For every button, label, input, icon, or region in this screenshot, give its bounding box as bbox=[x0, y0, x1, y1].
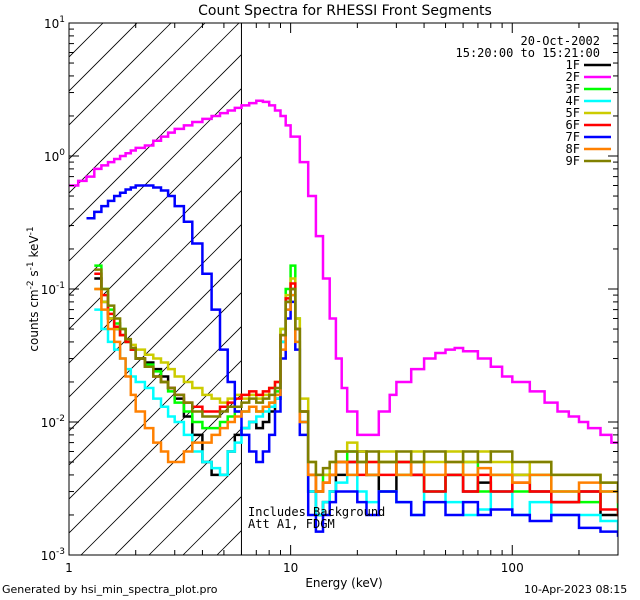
annotation-attenuator: Att A1, FDGM bbox=[248, 517, 335, 531]
footer-timestamp: 10-Apr-2023 08:15 bbox=[524, 583, 628, 596]
legend-label-1F: 1F bbox=[566, 58, 580, 72]
axis-ticks bbox=[68, 23, 619, 556]
legend-label-9F: 9F bbox=[566, 154, 580, 168]
time-range-label: 15:20:00 to 15:21:00 bbox=[456, 46, 601, 60]
y-axis-label: counts cm-2 s-1 keV-1 bbox=[26, 226, 41, 351]
series-line-2F bbox=[69, 99, 618, 444]
series-group bbox=[69, 99, 618, 537]
y-tick-label: 10-2 bbox=[41, 414, 65, 430]
series-line-9F bbox=[94, 268, 618, 493]
x-tick-labels: 1 10 100 bbox=[65, 561, 524, 575]
x-tick-label: 100 bbox=[501, 561, 524, 575]
annotation-background: Includes Background bbox=[248, 505, 385, 519]
legend-label-2F: 2F bbox=[566, 70, 580, 84]
y-tick-label: 101 bbox=[44, 15, 65, 31]
legend-label-7F: 7F bbox=[566, 130, 580, 144]
chart-title: Count Spectra for RHESSI Front Segments bbox=[198, 3, 492, 19]
legend-label-6F: 6F bbox=[566, 118, 580, 132]
legend-label-8F: 8F bbox=[566, 142, 580, 156]
series-line-7F bbox=[86, 184, 618, 537]
x-tick-label: 1 bbox=[65, 561, 73, 575]
x-axis-label: Energy (keV) bbox=[305, 576, 382, 590]
footer-generator: Generated by hsi_min_spectra_plot.pro bbox=[2, 583, 218, 596]
y-tick-label: 10-1 bbox=[41, 281, 65, 297]
date-label: 20-Oct-2002 bbox=[521, 34, 600, 48]
x-tick-label: 10 bbox=[283, 561, 298, 575]
legend-label-5F: 5F bbox=[566, 106, 580, 120]
legend-label-3F: 3F bbox=[566, 82, 580, 96]
y-tick-labels: 10-3 10-2 10-1 100 101 bbox=[41, 15, 66, 563]
y-tick-label: 10-3 bbox=[41, 547, 65, 563]
y-tick-label: 100 bbox=[44, 148, 65, 164]
legend-label-4F: 4F bbox=[566, 94, 580, 108]
